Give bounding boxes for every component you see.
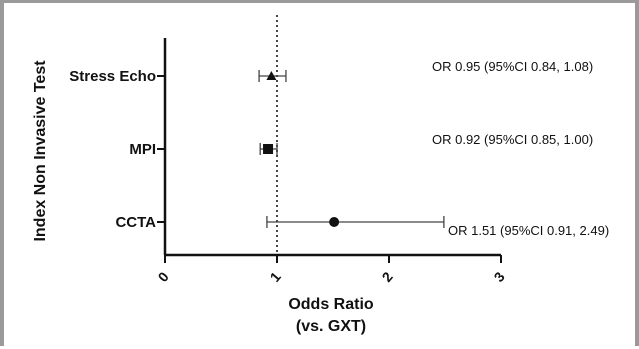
annotation-mpi: OR 0.92 (95%CI 0.85, 1.00) [432, 132, 593, 147]
category-label-stress-echo: Stress Echo [69, 68, 156, 85]
x-tick-label-0: 0 [155, 269, 172, 285]
x-tick-label-1: 1 [267, 269, 284, 285]
x-axis-label-line2: (vs. GXT) [296, 318, 366, 335]
x-axis-label-line1: Odds Ratio [288, 296, 374, 313]
x-tick-label-2: 2 [379, 269, 396, 285]
annotation-ccta: OR 1.51 (95%CI 0.91, 2.49) [448, 223, 609, 238]
annotation-stress-echo: OR 0.95 (95%CI 0.84, 1.08) [432, 59, 593, 74]
category-label-mpi: MPI [129, 141, 156, 158]
category-label-ccta: CCTA [115, 214, 156, 231]
point-marker-stress-echo [266, 71, 277, 80]
y-axis-label: Index Non Invasive Test [32, 60, 49, 242]
x-tick-label-3: 3 [491, 269, 508, 285]
point-marker-ccta [329, 217, 340, 227]
point-marker-mpi [263, 144, 274, 154]
forest-plot: Index Non Invasive Test 0 1 2 3 Stress Echo M… [32, 15, 609, 335]
